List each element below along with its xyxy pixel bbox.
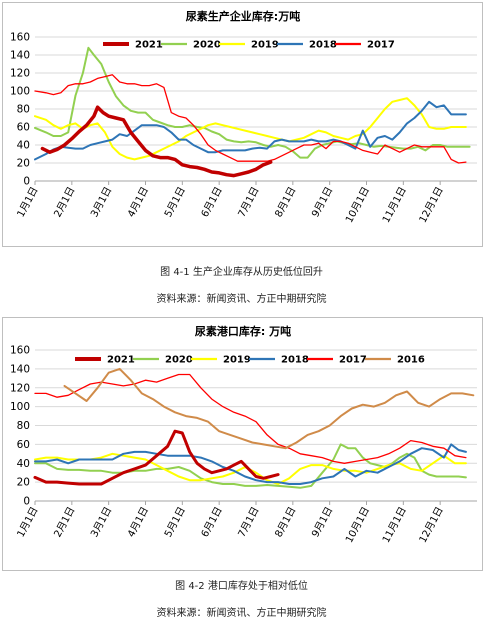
series-line-2016	[63, 367, 475, 450]
chart-1-frame: 尿素生产企业库存:万吨 0 20 40 60 80 100 120 140 160 1月1日 2月1日…	[2, 2, 483, 247]
series-line-2019	[34, 97, 467, 161]
x-tick-label: 8月1日	[273, 185, 299, 220]
legend-label-2018: 2018	[281, 355, 309, 366]
x-tick-label: 11月1日	[380, 185, 409, 225]
y-tick-label: 120	[10, 68, 30, 80]
legend-label-2017: 2017	[367, 40, 395, 51]
figure-2-caption: 图 4-2 港口库存处于相对低位	[175, 581, 308, 592]
x-tick-label: 4月1日	[125, 505, 151, 540]
legend-label-2020: 2020	[193, 40, 221, 51]
y-tick-label: 0	[23, 176, 30, 188]
x-tick-label: 7月1日	[236, 505, 262, 540]
legend-label-2017: 2017	[339, 355, 367, 366]
x-tick-label: 2月1日	[52, 185, 78, 220]
series-line-2021	[33, 429, 280, 486]
y-tick-label: 0	[23, 496, 30, 508]
x-tick-label: 1月1日	[15, 505, 41, 540]
y-tick-label: 160	[10, 32, 30, 44]
y-tick-label: 20	[17, 477, 30, 489]
x-tick-label: 9月1日	[309, 185, 335, 220]
y-tick-label: 60	[17, 122, 30, 134]
figure-2-source: 资料来源：新闻资讯、方正中期研究院	[156, 608, 327, 619]
y-tick-label: 120	[10, 382, 30, 394]
x-tick-label: 6月1日	[199, 505, 225, 540]
y-tick-label: 20	[17, 158, 30, 170]
x-tick-label: 11月1日	[380, 505, 409, 545]
legend-label-2019: 2019	[223, 355, 251, 366]
x-tick-label: 6月1日	[199, 185, 225, 220]
chart-2-svg: 尿素港口库存: 万吨 0 20 40 60 80 100 120 140 160 1月1日 2月1日 3…	[10, 324, 477, 545]
x-tick-label: 5月1日	[162, 505, 188, 540]
y-tick-label: 100	[10, 401, 30, 413]
chart-title: 尿素生产企业库存:万吨	[186, 9, 300, 23]
y-tick-label: 140	[10, 363, 30, 375]
legend-label-2018: 2018	[309, 40, 337, 51]
x-tick-label: 12月1日	[417, 505, 446, 545]
figure-1-source: 资料来源：新闻资讯、方正中期研究院	[156, 294, 327, 305]
x-tick-label: 4月1日	[125, 185, 151, 220]
y-tick-label: 140	[10, 50, 30, 62]
series-line-2017	[34, 373, 467, 464]
series-line-2017	[34, 74, 467, 164]
legend-label-2019: 2019	[251, 40, 279, 51]
chart-2-frame: 尿素港口库存: 万吨 0 20 40 60 80 100 120 140 160 1月1日 2月1日 3…	[2, 317, 483, 571]
y-tick-label: 100	[10, 86, 30, 98]
x-tick-label: 9月1日	[309, 505, 335, 540]
x-tick-label: 12月1日	[417, 185, 446, 225]
series-line-2021	[40, 105, 273, 178]
series-line-2018	[34, 443, 467, 485]
x-tick-label: 3月1日	[88, 185, 114, 220]
chart-title: 尿素港口库存: 万吨	[195, 324, 291, 338]
x-tick-label: 7月1日	[236, 185, 262, 220]
x-tick-label: 5月1日	[162, 185, 188, 220]
y-tick-label: 40	[17, 140, 30, 152]
chart-1-svg: 尿素生产企业库存:万吨 0 20 40 60 80 100 120 140 160 1月1日 2月1日…	[10, 9, 477, 225]
x-tick-label: 10月1日	[343, 505, 372, 545]
x-tick-label: 2月1日	[52, 505, 78, 540]
x-tick-label: 3月1日	[88, 505, 114, 540]
legend-label-2021: 2021	[107, 355, 135, 366]
legend-label-2020: 2020	[165, 355, 193, 366]
y-tick-label: 80	[17, 104, 30, 116]
y-tick-label: 40	[17, 458, 30, 470]
series-line-2020	[34, 46, 471, 159]
series-line-2020	[34, 443, 467, 489]
series-line-2018	[34, 100, 467, 161]
x-tick-label: 1月1日	[15, 185, 41, 220]
x-tick-label: 10月1日	[343, 185, 372, 225]
legend-label-2016: 2016	[397, 355, 425, 366]
y-tick-label: 60	[17, 439, 30, 451]
y-tick-label: 80	[17, 420, 30, 432]
legend-label-2021: 2021	[135, 40, 163, 51]
figure-1-caption: 图 4-1 生产企业库存从历史低位回升	[160, 267, 323, 278]
x-tick-label: 8月1日	[273, 505, 299, 540]
y-tick-label: 160	[10, 345, 30, 357]
